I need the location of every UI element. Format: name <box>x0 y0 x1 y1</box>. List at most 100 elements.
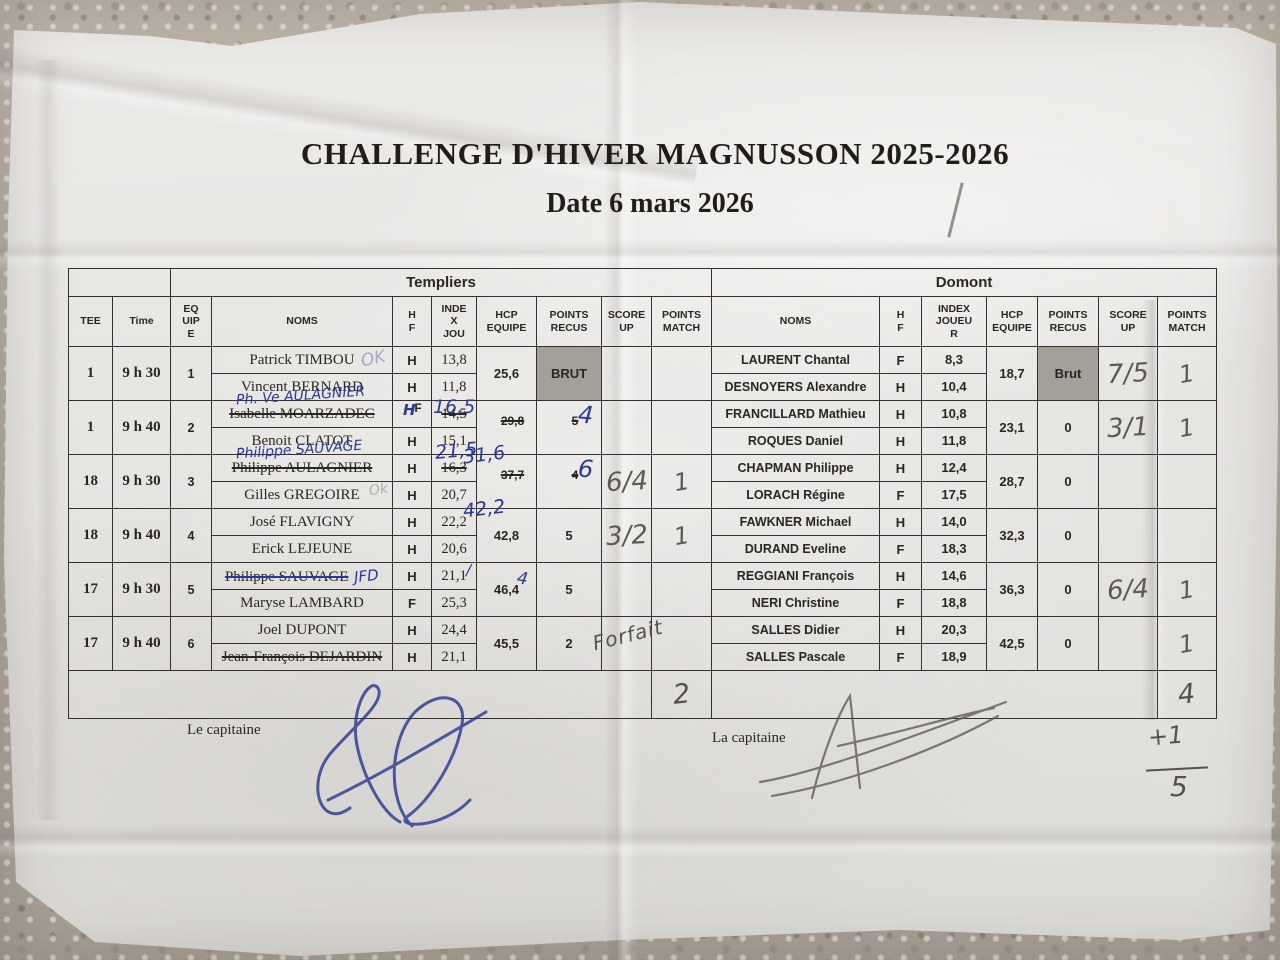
player-hf: F <box>896 595 905 611</box>
player-hf: H <box>895 433 906 449</box>
player-index-cell: 20,7 <box>431 481 477 509</box>
hcp-equipe-value: 46,4 <box>493 582 520 597</box>
handwritten-ok-mark: Ok <box>367 480 390 500</box>
captain-right-label: La capitaine <box>712 730 786 746</box>
player-name: Gilles GREGOIRE <box>244 487 360 503</box>
player-name-cell: SALLES Didier <box>711 616 880 644</box>
score-up-cell <box>601 400 652 455</box>
points-match-cell <box>1156 508 1218 563</box>
club-name-templiers: Templiers <box>170 268 712 297</box>
tee-cell: 18 <box>68 454 113 509</box>
player-index: 21,1 <box>441 568 467 584</box>
player-name-cell: Jean-François DEJARDIN <box>211 643 393 671</box>
player-hf: H <box>407 487 417 503</box>
points-recus-cell: 0 <box>1037 454 1099 509</box>
handwritten-score: 6/4 <box>604 465 649 498</box>
player-index-cell: 20,6 <box>431 535 477 563</box>
player-hf: H <box>407 460 417 476</box>
points-recus-cell: 0 <box>1037 508 1099 563</box>
player-name-cell: SALLES Pascale <box>711 643 880 671</box>
player-name-cell: REGGIANI François <box>711 562 880 590</box>
points-recus-value: 0 <box>1064 582 1072 597</box>
handwritten-hf: H <box>403 401 416 419</box>
player-name: Jean-François DEJARDIN <box>221 649 383 665</box>
hcp-equipe-value: 28,7 <box>999 474 1025 489</box>
handwritten-total-right: 4 <box>1176 678 1198 711</box>
player-name-cell: Gilles GREGOIRE Ok <box>211 480 393 509</box>
time-cell: 9 h 30 <box>112 562 171 617</box>
handwritten-match-point: 1 <box>1177 574 1197 605</box>
handwritten-score: 3/2 <box>604 519 649 552</box>
player-index-cell: 18,9 <box>921 643 987 671</box>
score-up-cell <box>1098 508 1158 563</box>
equipe-cell: 6 <box>170 616 212 671</box>
header-spacer <box>68 268 171 297</box>
player-name-cell: CHAPMAN Philippe <box>711 454 880 482</box>
player-name-cell: Philippe AULAGNIER Philippe SAUVAGE <box>211 438 393 482</box>
points-match-cell: 1 <box>1156 400 1218 455</box>
column-header: HCP EQUIPE <box>986 296 1038 347</box>
player-hf-cell: H <box>392 481 432 509</box>
points-recus-value: BRUT <box>550 366 588 381</box>
points-recus-value: 0 <box>1064 474 1072 489</box>
score-up-cell: Forfait <box>590 615 666 671</box>
total-match-left-cell: 2 <box>651 670 712 719</box>
player-name: ROQUES Daniel <box>747 434 844 448</box>
handwritten-points-recus: 4 <box>576 400 594 430</box>
player-hf-cell: H <box>392 616 432 644</box>
player-hf: F <box>896 541 905 557</box>
player-name: FRANCILLARD Mathieu <box>725 407 866 421</box>
player-hf: H <box>407 514 417 530</box>
column-header: TEE <box>68 296 113 347</box>
hcp-equipe-value: 36,3 <box>999 582 1025 597</box>
column-header: NOMS <box>211 296 393 347</box>
player-name-cell: Vincent BERNARD <box>211 373 393 401</box>
player-hf-cell: H <box>392 643 432 671</box>
player-name: FAWKNER Michael <box>739 515 852 529</box>
player-hf-cell: F <box>879 643 922 671</box>
player-index-cell: 10,8 <box>921 400 987 428</box>
player-hf-cell: F <box>392 589 432 617</box>
handwritten-score: 3/1 <box>1106 411 1150 444</box>
column-header: Time <box>112 296 171 347</box>
column-header: HCP EQUIPE <box>476 296 537 347</box>
player-index-cell: 18,3 <box>921 535 987 563</box>
hcp-equipe-value: 42,8 <box>493 528 520 543</box>
player-name: REGGIANI François <box>736 569 855 583</box>
hcp-equipe-value: 42,5 <box>999 636 1025 651</box>
player-index: 25,3 <box>441 595 467 611</box>
column-header: SCORE UP <box>601 296 652 347</box>
hcp-equipe-cell: 32,3 <box>986 508 1038 563</box>
points-recus-value: 0 <box>1064 528 1072 543</box>
player-name-cell: Joel DUPONT <box>211 616 393 644</box>
player-name-cell: Philippe SAUVAGE JFD <box>211 562 393 590</box>
time-cell: 9 h 40 <box>112 616 171 671</box>
player-name: Philippe SAUVAGE <box>224 568 349 585</box>
hcp-equipe-value: 25,6 <box>493 366 520 381</box>
player-index-cell: 10,4 <box>921 373 987 401</box>
points-recus-cell: Brut <box>1037 346 1099 401</box>
handwritten-ok-mark: OK <box>359 346 388 372</box>
player-hf-cell: H <box>392 454 432 482</box>
player-hf-cell: H <box>879 508 922 536</box>
player-hf-cell: F <box>879 481 922 509</box>
player-name: Maryse LAMBARD <box>240 595 364 611</box>
column-header: SCORE UP <box>1098 296 1158 347</box>
hcp-equipe-cell: 45,5 <box>476 616 537 671</box>
player-name-cell: Patrick TIMBOU OK <box>211 346 393 374</box>
points-match-cell: 1 <box>1156 616 1218 671</box>
total-match-right-cell: 4 <box>1156 670 1218 719</box>
player-hf-cell: H <box>879 427 922 455</box>
handwritten-match-point: 1 <box>1177 628 1197 659</box>
points-match-cell <box>651 562 712 617</box>
hcp-equipe-value: 45,5 <box>493 636 520 651</box>
player-name: SALLES Pascale <box>745 650 846 664</box>
player-index: 18,8 <box>941 595 967 610</box>
equipe-cell: 4 <box>170 508 212 563</box>
player-index-cell: 11,8 <box>921 427 987 455</box>
player-index: 14,5 <box>441 406 467 422</box>
player-index-cell: 25,3 <box>431 589 477 617</box>
tee-cell: 1 <box>68 400 113 455</box>
